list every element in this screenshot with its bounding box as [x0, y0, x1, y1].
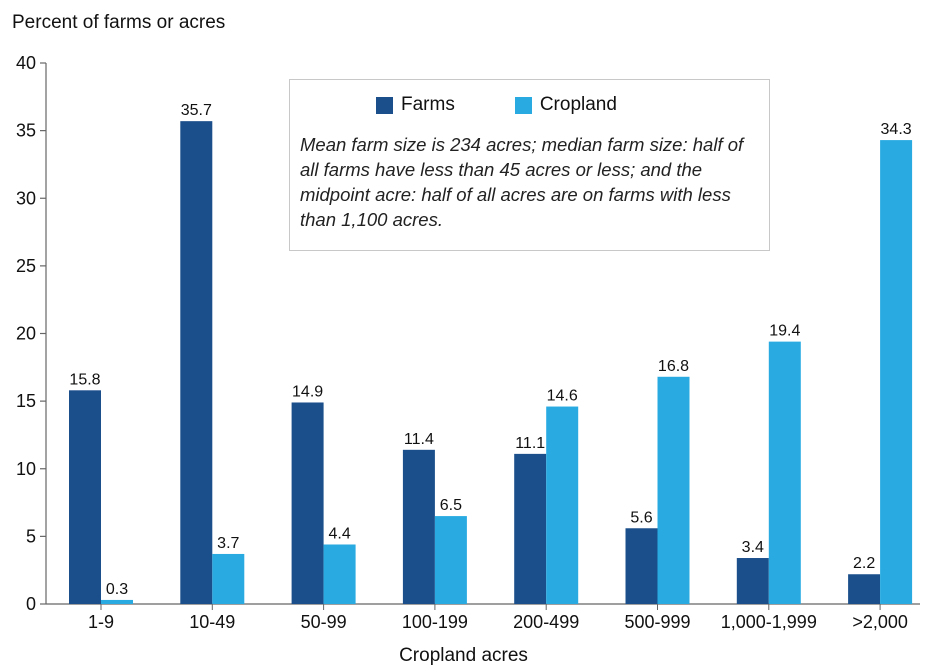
x-tick-label: 100-199 — [402, 612, 468, 632]
bar-farms-3 — [402, 449, 435, 604]
bar-cropland-5 — [657, 376, 690, 604]
x-tick-label: 10-49 — [189, 612, 235, 632]
bar-cropland-3 — [434, 516, 467, 604]
data-label-farms-4: 11.1 — [515, 435, 545, 452]
data-label-farms-0: 15.8 — [69, 371, 100, 388]
bar-farms-2 — [291, 402, 324, 604]
x-tick-label: 50-99 — [301, 612, 347, 632]
data-label-cropland-3: 6.5 — [440, 497, 462, 514]
y-axis-label: Percent of farms or acres — [12, 12, 226, 33]
x-tick-label: 1,000-1,999 — [721, 612, 817, 632]
data-label-cropland-1: 3.7 — [217, 535, 239, 552]
data-label-cropland-4: 14.6 — [547, 388, 578, 405]
bar-cropland-0 — [101, 599, 133, 604]
data-label-farms-2: 14.9 — [292, 383, 323, 400]
data-label-farms-3: 11.4 — [404, 431, 434, 448]
y-tick-label: 35 — [16, 121, 36, 141]
data-label-farms-1: 35.7 — [181, 102, 212, 119]
y-tick-label: 15 — [16, 391, 36, 411]
legend-swatch-farms — [376, 96, 393, 114]
y-tick-label: 40 — [16, 53, 36, 73]
bar-cropland-7 — [880, 140, 913, 604]
data-label-farms-5: 5.6 — [630, 509, 652, 526]
data-label-farms-6: 3.4 — [742, 539, 764, 556]
bar-farms-1 — [180, 121, 213, 604]
data-label-cropland-0: 0.3 — [106, 581, 128, 598]
bar-cropland-1 — [212, 553, 245, 604]
bar-cropland-2 — [323, 544, 356, 604]
x-tick-label: 1-9 — [88, 612, 114, 632]
bar-farms-6 — [736, 558, 769, 604]
bar-farms-0 — [69, 390, 101, 604]
data-label-cropland-6: 19.4 — [769, 323, 800, 340]
legend-label-cropland: Cropland — [539, 94, 617, 115]
bar-farms-5 — [625, 528, 658, 604]
legend-label-farms: Farms — [401, 94, 455, 115]
legend-item-farms: Farms — [376, 94, 455, 116]
legend-item-cropland: Cropland — [514, 94, 617, 116]
y-tick-label: 25 — [16, 256, 36, 276]
legend-swatch-cropland — [514, 96, 532, 114]
data-label-farms-7: 2.2 — [853, 555, 875, 572]
x-axis-label: Cropland acres — [399, 645, 528, 666]
data-label-cropland-7: 34.3 — [881, 121, 912, 138]
y-tick-label: 10 — [16, 459, 36, 479]
annotation-note: Mean farm size is 234 acres; median farm… — [300, 134, 744, 230]
y-tick-label: 20 — [16, 324, 36, 344]
data-label-cropland-2: 4.4 — [328, 525, 350, 542]
x-tick-label: 500-999 — [624, 612, 690, 632]
bar-cropland-6 — [768, 341, 801, 604]
bar-cropland-4 — [546, 406, 579, 604]
x-tick-label: 200-499 — [513, 612, 579, 632]
y-tick-label: 5 — [26, 526, 36, 546]
bar-farms-4 — [514, 453, 547, 604]
legend-box: Farms Cropland Mean farm size is 234 acr… — [289, 79, 770, 251]
bar-farms-7 — [848, 574, 881, 604]
legend: Farms Cropland — [376, 94, 677, 116]
x-tick-label: >2,000 — [852, 612, 908, 632]
data-label-cropland-5: 16.8 — [658, 358, 689, 375]
y-tick-label: 0 — [26, 594, 36, 614]
y-tick-label: 30 — [16, 188, 36, 208]
